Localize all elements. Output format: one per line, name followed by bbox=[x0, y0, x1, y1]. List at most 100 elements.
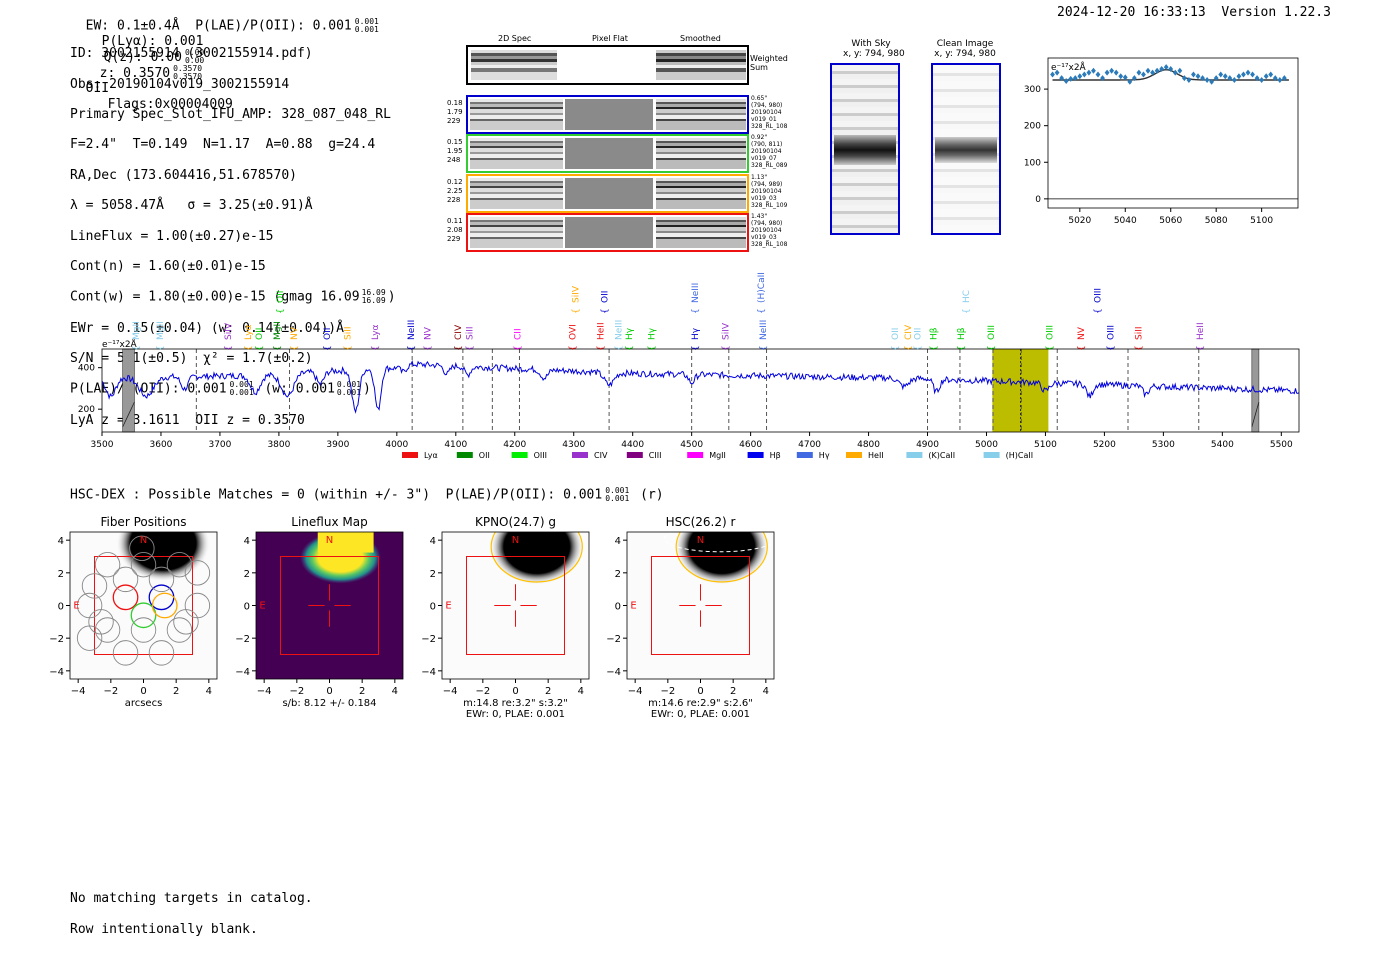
line-label-brace: { bbox=[1077, 345, 1087, 351]
line-label-text: OII bbox=[255, 328, 265, 340]
info-cont-n: Cont(n) = 1.60(±0.01)e-15 bbox=[70, 259, 266, 275]
line-label-text: CII bbox=[514, 328, 524, 340]
line-label-text: OIII bbox=[1046, 325, 1056, 340]
spectrum-x-tick-label: 4200 bbox=[503, 440, 526, 450]
line-label-text: HeII bbox=[1196, 322, 1206, 340]
aperture-box bbox=[94, 556, 193, 655]
legend-label: (H)CaII bbox=[1006, 451, 1033, 460]
panel-y-tick-label: 0 bbox=[615, 602, 621, 613]
panel-x-tick-label: −2 bbox=[475, 686, 490, 697]
line-label: NeIII { bbox=[759, 320, 769, 351]
line-label-text: SiIV bbox=[224, 322, 234, 340]
line-label-text: OII bbox=[600, 291, 610, 303]
line-label: Hβ { bbox=[929, 327, 939, 351]
line-label-text: CIV bbox=[904, 324, 914, 340]
zoom-data-point bbox=[1136, 69, 1142, 76]
line-label: CIV { bbox=[454, 324, 464, 351]
line-label-brace: { bbox=[514, 345, 524, 351]
panel-x-tick-label: 0 bbox=[512, 686, 518, 697]
fiber-circle bbox=[112, 584, 139, 611]
header-timestamp: 2024-12-20 16:33:13 Version 1.22.3 bbox=[1057, 5, 1331, 20]
line-label-brace: { bbox=[343, 345, 353, 351]
line-label-brace: { bbox=[648, 345, 658, 351]
spectrum-x-tick-label: 4300 bbox=[562, 440, 585, 450]
line-label: SiII { bbox=[343, 326, 353, 351]
line-label: NeIII { bbox=[691, 283, 701, 314]
line-label: (H)CaII { bbox=[757, 272, 767, 314]
line-label-text: OIII bbox=[1093, 288, 1103, 303]
legend-swatch bbox=[796, 452, 813, 458]
line-label-brace: { bbox=[962, 308, 972, 314]
legend-label: Hγ bbox=[819, 451, 830, 460]
line-label: NeIII { bbox=[407, 320, 417, 351]
info-radec: RA,Dec (173.604416,51.678570) bbox=[70, 167, 297, 183]
compass-north: N bbox=[697, 535, 704, 546]
fiber-circle bbox=[173, 609, 199, 635]
panel-caption: s/b: 8.12 +/- 0.184 bbox=[282, 698, 376, 709]
gap-band bbox=[122, 348, 135, 433]
legend-label: (K)CaII bbox=[928, 451, 955, 460]
line-label-text: NV bbox=[423, 326, 433, 340]
spectrum-x-tick-label: 3700 bbox=[208, 440, 231, 450]
line-label: OIII { bbox=[1106, 325, 1116, 351]
image-panel: N E −4 −4 −2 −2 0 0 2 2 4 4 HSC(26.2) r m:14.6 re:2.9… bbox=[606, 515, 775, 720]
line-label: SiIV { bbox=[224, 322, 234, 351]
fiber-row-info: 0.92" (790, 811) 20190104 v019_07 328_RL… bbox=[751, 134, 788, 169]
line-label-text: OIII bbox=[987, 325, 997, 340]
spectrum-x-tick-label: 5100 bbox=[1034, 440, 1057, 450]
panel-y-tick-label: −4 bbox=[235, 667, 250, 678]
zoom-y-tick-label: 300 bbox=[1024, 85, 1041, 95]
panel-x-tick-label: −2 bbox=[289, 686, 304, 697]
line-label: OIII { bbox=[987, 325, 997, 351]
line-label: SiIV { bbox=[571, 285, 581, 314]
spectrum-x-tick-label: 3600 bbox=[150, 440, 173, 450]
line-label-text: Hγ bbox=[691, 327, 701, 340]
panel-x-tick-label: 4 bbox=[206, 686, 212, 697]
zoom-data-point bbox=[1177, 67, 1183, 74]
legend-swatch bbox=[747, 452, 764, 458]
footer-line-2: Row intentionally blank. bbox=[70, 921, 258, 937]
panel-x-tick-label: 0 bbox=[697, 686, 703, 697]
line-label: OVI { bbox=[569, 324, 579, 351]
spectrum-x-tick-label: 4800 bbox=[857, 440, 880, 450]
zoom-data-point bbox=[1218, 71, 1224, 78]
fiber-circle bbox=[130, 602, 157, 629]
line-label-brace: { bbox=[276, 308, 286, 314]
fiber-circle bbox=[184, 560, 211, 586]
panel-y-tick-label: 0 bbox=[244, 602, 250, 613]
line-label: MgII { bbox=[156, 321, 166, 351]
aperture-box bbox=[651, 556, 750, 655]
panel-title: HSC(26.2) r bbox=[666, 515, 736, 529]
panel-x-tick-label: 4 bbox=[763, 686, 769, 697]
line-label-text: SiIV bbox=[721, 322, 731, 340]
panel-y-tick-label: 2 bbox=[615, 569, 621, 580]
with-sky-image bbox=[830, 63, 900, 235]
line-label: OII { bbox=[255, 328, 265, 351]
spectrum-x-tick-label: 5200 bbox=[1093, 440, 1116, 450]
image-panel: N E −4 −4 −2 −2 0 0 2 2 4 4 Lineflux Map s/b: 8.12 +/… bbox=[235, 515, 404, 709]
line-label: OII { bbox=[891, 328, 901, 351]
line-label-brace: { bbox=[721, 345, 731, 351]
line-label-text: MgII bbox=[156, 321, 166, 340]
line-label-brace: { bbox=[615, 345, 625, 351]
line-label: Lyα { bbox=[371, 324, 381, 351]
zoom-data-point bbox=[1095, 71, 1101, 78]
info-ewr: EWr = 0.15(±0.04) (w: 0.14(±0.04))Å bbox=[70, 320, 344, 336]
line-label-brace: { bbox=[156, 345, 166, 351]
zoom-y-tick-label: 0 bbox=[1035, 195, 1041, 205]
line-label-text: Lyα bbox=[244, 324, 254, 340]
line-label-brace: { bbox=[407, 345, 417, 351]
panel-y-tick-label: −2 bbox=[235, 634, 250, 645]
line-label: OIII { bbox=[1093, 288, 1103, 314]
legend-swatch bbox=[687, 452, 704, 458]
fiber-row-stats: 0.11 2.08 229 bbox=[447, 217, 463, 243]
legend-label: Hβ bbox=[770, 451, 781, 460]
zoom-data-point bbox=[1245, 69, 1251, 76]
zoom-data-point bbox=[1272, 75, 1278, 82]
zoom-data-point bbox=[1113, 69, 1119, 76]
fiber-circle bbox=[88, 609, 114, 635]
line-label-text: HeII bbox=[596, 322, 606, 340]
legend-swatch bbox=[402, 452, 418, 458]
line-label-brace: { bbox=[957, 345, 967, 351]
fiber-circle bbox=[166, 551, 193, 578]
